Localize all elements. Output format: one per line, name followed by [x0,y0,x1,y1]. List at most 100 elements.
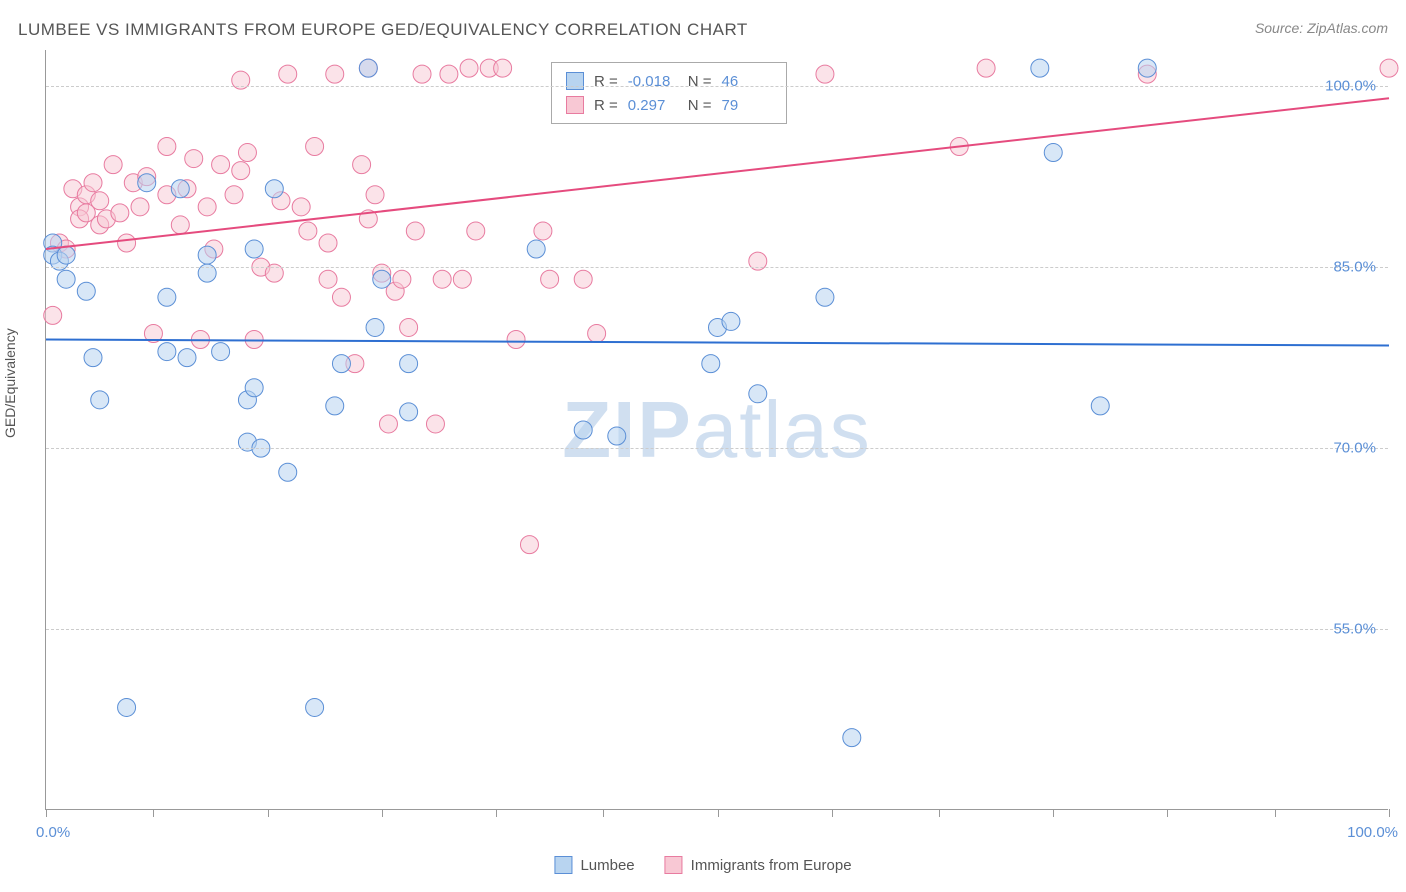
stats-r-label: R = [594,97,618,114]
x-tick [1275,809,1276,817]
scatter-point [1031,59,1049,77]
scatter-point [353,156,371,174]
x-tick [939,809,940,817]
x-tick [832,809,833,817]
scatter-point [306,698,324,716]
gridline [46,86,1388,87]
scatter-point [158,288,176,306]
scatter-point [722,312,740,330]
scatter-point [158,138,176,156]
gridline [46,267,1388,268]
legend-swatch [566,72,584,90]
scatter-point [1380,59,1398,77]
y-tick-label: 100.0% [1325,78,1376,95]
stats-n-value: 79 [722,97,772,114]
scatter-point [433,270,451,288]
scatter-point [198,246,216,264]
scatter-point [279,463,297,481]
scatter-point [366,318,384,336]
scatter-point [91,192,109,210]
chart-svg [46,50,1388,809]
scatter-point [400,318,418,336]
x-min-label: 0.0% [36,824,70,841]
scatter-point [534,222,552,240]
scatter-point [379,415,397,433]
scatter-point [57,246,75,264]
x-tick [1167,809,1168,817]
scatter-point [225,186,243,204]
stats-row: R =-0.018N =46 [566,69,772,93]
scatter-point [520,536,538,554]
scatter-point [232,162,250,180]
scatter-point [57,270,75,288]
scatter-point [326,65,344,83]
x-tick [496,809,497,817]
scatter-point [608,427,626,445]
scatter-point [494,59,512,77]
scatter-point [366,186,384,204]
scatter-point [373,270,391,288]
gridline [46,629,1388,630]
scatter-point [1044,144,1062,162]
scatter-point [460,59,478,77]
scatter-point [171,180,189,198]
stats-n-label: N = [688,97,712,114]
gridline [46,448,1388,449]
scatter-point [413,65,431,83]
scatter-point [332,355,350,373]
legend-label: Lumbee [580,857,634,874]
stats-r-value: 0.297 [628,97,678,114]
legend-swatch [566,96,584,114]
scatter-point [816,288,834,306]
scatter-point [84,349,102,367]
x-tick [382,809,383,817]
scatter-point [238,144,256,162]
scatter-point [453,270,471,288]
scatter-point [527,240,545,258]
scatter-point [977,59,995,77]
scatter-point [406,222,424,240]
scatter-point [158,343,176,361]
scatter-point [84,174,102,192]
scatter-point [138,174,156,192]
scatter-point [306,138,324,156]
scatter-point [292,198,310,216]
scatter-point [400,403,418,421]
stats-row: R = 0.297 N = 79 [566,93,772,117]
bottom-legend: Lumbee Immigrants from Europe [554,856,851,874]
scatter-point [279,65,297,83]
scatter-point [507,331,525,349]
scatter-point [541,270,559,288]
scatter-point [393,270,411,288]
x-tick [46,809,47,817]
y-axis-label: GED/Equivalency [2,328,18,438]
scatter-point [400,355,418,373]
scatter-point [702,355,720,373]
scatter-point [118,234,136,252]
scatter-point [212,343,230,361]
scatter-point [91,391,109,409]
scatter-point [1091,397,1109,415]
scatter-point [574,270,592,288]
scatter-point [440,65,458,83]
scatter-point [426,415,444,433]
scatter-point [44,306,62,324]
y-tick-label: 70.0% [1333,440,1376,457]
scatter-point [111,204,129,222]
source-label: Source: ZipAtlas.com [1255,20,1388,36]
y-tick-label: 85.0% [1333,259,1376,276]
chart-title: LUMBEE VS IMMIGRANTS FROM EUROPE GED/EQU… [18,20,748,40]
scatter-point [198,198,216,216]
scatter-point [265,180,283,198]
legend-item: Lumbee [554,856,634,874]
scatter-point [326,397,344,415]
legend-swatch [554,856,572,874]
scatter-point [574,421,592,439]
y-tick-label: 55.0% [1333,621,1376,638]
scatter-point [588,324,606,342]
scatter-point [749,385,767,403]
legend-label: Immigrants from Europe [691,857,852,874]
scatter-point [77,282,95,300]
x-tick [1053,809,1054,817]
legend-item: Immigrants from Europe [665,856,852,874]
